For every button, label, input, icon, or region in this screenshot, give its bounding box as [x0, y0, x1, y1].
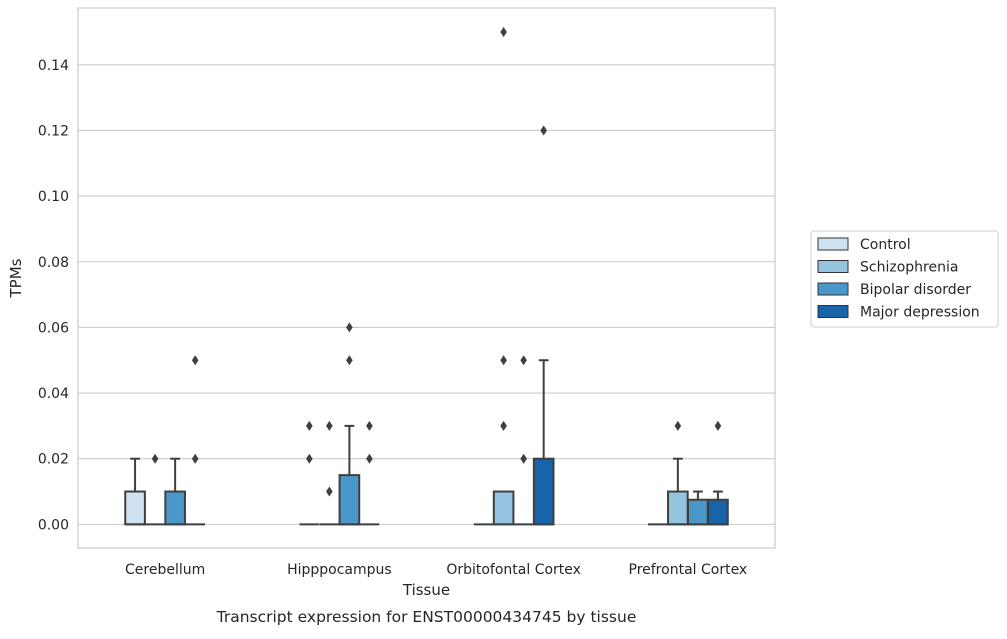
box-body	[532, 457, 555, 526]
box-group-0-1	[299, 420, 320, 526]
box-group-3-3	[707, 420, 729, 526]
legend-label-1: Schizophrenia	[860, 260, 958, 276]
legend-label-2: Bipolar disorder	[860, 282, 971, 298]
flier-point-0	[714, 420, 722, 431]
y-tick-label-1: 0.02	[38, 452, 69, 468]
box-body	[164, 490, 186, 526]
x-tick-label-3: Prefrontal Cortex	[629, 562, 748, 578]
flier-point-2	[500, 26, 507, 37]
flier-point-1	[191, 355, 199, 366]
box-group-1-0	[145, 453, 165, 526]
flier-point-1	[520, 355, 527, 366]
box-body	[338, 474, 361, 526]
flier-point-1	[346, 322, 353, 333]
flier-point-1	[500, 355, 507, 366]
box-body	[707, 498, 729, 526]
flier-point-1	[326, 420, 333, 431]
legend-swatch-1	[817, 260, 849, 273]
box-body	[124, 490, 146, 526]
legend-label-3: Major depression	[860, 305, 980, 321]
box-group-2-3	[687, 490, 709, 526]
y-tick-label-0: 0.00	[38, 517, 69, 533]
box-body	[687, 498, 709, 526]
flier-point-0	[674, 420, 682, 431]
legend-swatch-2	[817, 282, 849, 296]
flier-point-0	[306, 453, 313, 464]
box-group-3-0	[185, 355, 206, 526]
flier-point-1	[366, 420, 373, 431]
box-body	[667, 490, 689, 526]
box-group-3-2	[532, 125, 555, 526]
legend: Control Schizophrenia Bipolar disorder Majo…	[810, 230, 999, 328]
flier-point-0	[520, 453, 527, 464]
box-group-1-2	[492, 26, 515, 526]
axis-layer: 0.00 0.02 0.04 0.06 0.08 0.10 0.12 0.14 Cerebell…	[38, 58, 747, 578]
y-tick-label-7: 0.14	[38, 58, 69, 74]
box-group-2-1	[338, 322, 361, 526]
legend-swatch-0	[817, 237, 849, 251]
box-group-2-2	[513, 355, 534, 526]
box-group-3-1	[359, 420, 380, 526]
grid-layer	[78, 64, 775, 525]
x-tick-label-1: Hipppocampus	[287, 562, 392, 578]
y-tick-label-6: 0.12	[38, 123, 69, 139]
x-tick-label-2: Orbitofontal Cortex	[446, 562, 581, 578]
y-tick-label-5: 0.10	[38, 189, 69, 205]
flier-point-0	[346, 355, 353, 366]
x-tick-label-0: Cerebellum	[125, 562, 205, 578]
x-axis-label: Tissue	[402, 581, 450, 599]
chart-caption: Transcript expression for ENST0000043474…	[216, 608, 637, 626]
y-tick-label-4: 0.08	[38, 255, 69, 271]
box-group-1-3	[667, 420, 689, 526]
box-group-2-0	[164, 457, 186, 526]
plot-frame	[77, 7, 776, 549]
box-body	[492, 490, 515, 526]
legend-frame	[810, 230, 999, 328]
legend-swatch-3	[817, 305, 849, 318]
box-group-0-0	[124, 457, 146, 526]
box-layer	[124, 26, 729, 526]
flier-point-0	[151, 453, 159, 464]
flier-point-0	[326, 486, 333, 497]
y-axis-label: TPMs	[7, 258, 25, 298]
legend-label-0: Control	[860, 237, 911, 253]
flier-point-0	[500, 420, 507, 431]
flier-point-0	[540, 125, 547, 136]
flier-point-0	[191, 453, 199, 464]
box-group-1-1	[319, 420, 340, 526]
flier-point-0	[366, 453, 373, 464]
flier-point-1	[306, 420, 313, 431]
y-tick-label-3: 0.06	[38, 320, 69, 336]
y-tick-label-2: 0.04	[38, 386, 69, 402]
